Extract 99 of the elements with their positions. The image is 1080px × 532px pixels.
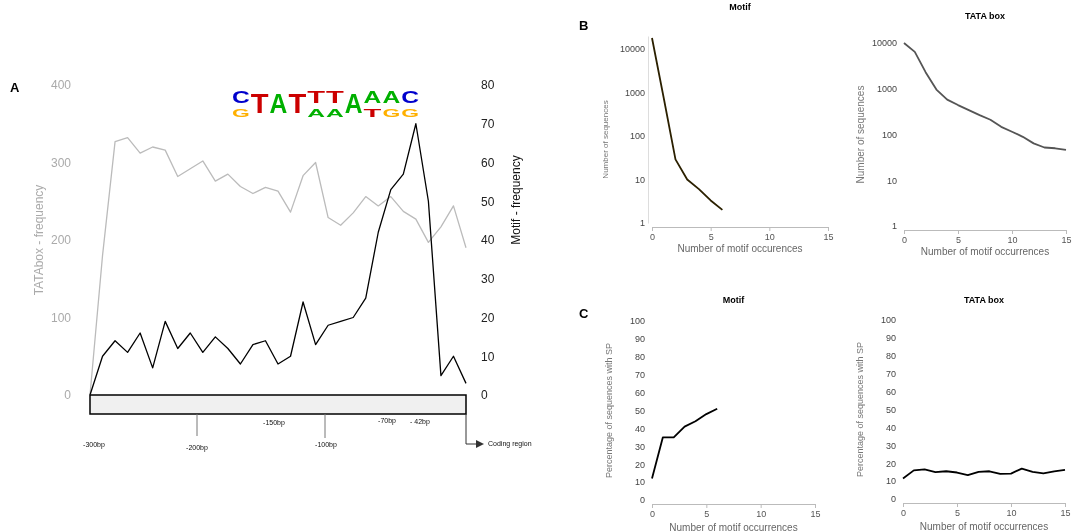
y-tick-label: 40 [885, 422, 896, 433]
y-tick-label: 200 [50, 233, 72, 248]
y-tick-label: 10 [634, 174, 645, 185]
annotation: A [344, 87, 363, 120]
line-series [902, 467, 1066, 480]
y-tick-label: 50 [634, 405, 645, 416]
x-tick-label: 15 [1061, 235, 1072, 246]
y-tick-label: 20 [885, 458, 896, 469]
x-tick-label: 15 [1060, 508, 1071, 519]
annotation: C [232, 87, 250, 106]
y-tick-label: 100 [881, 129, 897, 140]
y-tick-label: 30 [634, 441, 645, 452]
line-series [903, 42, 1067, 151]
x-tick-label: 15 [823, 232, 834, 243]
y2-tick-label: 30 [481, 272, 495, 287]
x-tick-label: 5 [708, 232, 714, 243]
y-tick-label: 10 [634, 477, 645, 488]
y-tick-label: 70 [885, 369, 896, 380]
x-tick-label: 10 [1006, 508, 1017, 519]
y-tick-label: 10000 [619, 44, 645, 55]
y-tick-label: 1000 [624, 87, 645, 98]
x-axis-title: Number of motif occurences [677, 243, 803, 254]
y-tick-label: 10 [886, 175, 897, 186]
y-tick-label: 90 [885, 333, 896, 344]
y-axis-title: TATAbox - frequency [32, 184, 46, 296]
chart-title: TATA box [963, 295, 1005, 305]
y-tick-label: 20 [634, 459, 645, 470]
annotation: T [250, 87, 270, 120]
x-tick-label: 0 [649, 232, 656, 243]
y2-tick-label: 80 [481, 78, 495, 93]
x-tick-label: 0 [900, 508, 907, 519]
y-tick-label: 0 [64, 388, 72, 403]
x-tick-label: 5 [954, 508, 961, 519]
y-tick-label: 60 [634, 387, 645, 398]
x-tick-label: 0 [649, 509, 656, 520]
y-tick-label: 70 [634, 370, 645, 381]
text: B [579, 18, 589, 33]
y-tick-label: 100 [629, 316, 645, 327]
annotation: G [382, 107, 401, 120]
annotation: G [232, 107, 250, 120]
y-axis-title: Percentage of sequences with SP [604, 342, 614, 479]
x-tick-label: 10 [756, 509, 767, 520]
y2-tick-label: 10 [481, 349, 495, 364]
x-tick-label: 10 [764, 232, 775, 243]
y-tick-label: 300 [50, 155, 72, 170]
y-tick-label: 0 [890, 494, 896, 505]
y-tick-label: 30 [885, 440, 896, 451]
y2-tick-label: 70 [481, 117, 495, 132]
text: C [579, 306, 589, 321]
x-tick-label: 5 [955, 235, 962, 246]
annotation: T [326, 88, 345, 107]
y-axis-title: Percentage of sequences with SP [855, 341, 865, 478]
annotation: C [401, 87, 419, 106]
y2-tick-label: 50 [481, 194, 495, 209]
y-tick-label: 100 [880, 315, 896, 326]
y-tick-label: 100 [50, 310, 72, 325]
y-tick-label: 10 [885, 476, 896, 487]
y-tick-label: 50 [885, 404, 896, 415]
x-tick-label: 15 [810, 509, 821, 520]
text: A [10, 80, 20, 95]
x-tick-label: 10 [1007, 235, 1018, 246]
annotation: A [269, 87, 288, 120]
x-axis-title: Number of motif occurrences [669, 522, 798, 532]
x-axis-title: Number of motif occurrences [919, 521, 1049, 532]
annotation: A [363, 87, 382, 106]
y-tick-label: 80 [885, 351, 896, 362]
line-series [651, 37, 724, 211]
y-tick-label: 80 [634, 352, 645, 363]
y2-tick-label: 40 [481, 233, 495, 248]
y2-tick-label: 20 [481, 310, 495, 325]
y-tick-label: 40 [634, 423, 645, 434]
y-tick-label: 400 [50, 78, 72, 93]
annotation: A [307, 107, 326, 120]
x-tick-label: 5 [704, 509, 710, 520]
line-series [651, 407, 719, 480]
annotation: A [382, 87, 401, 106]
y2-tick-label: 0 [481, 388, 488, 403]
y-tick-label: 10000 [871, 38, 897, 49]
chart-title: TATA box [964, 11, 1006, 21]
chart-title: Motif [722, 295, 746, 305]
x-axis-title: Number of motif occurrences [920, 246, 1050, 257]
annotation: T [288, 87, 307, 120]
y-axis-title: Number of sequences [855, 85, 866, 184]
chart-title: Motif [729, 2, 752, 12]
annotation: G [401, 107, 419, 120]
y-tick-label: 90 [634, 334, 645, 345]
x-tick-label: 0 [901, 235, 908, 246]
annotation: T [307, 88, 326, 107]
y-tick-label: 100 [629, 131, 645, 142]
annotation: A [326, 107, 345, 120]
y-tick-label: 1 [891, 221, 897, 232]
y-tick-label: 0 [639, 495, 645, 506]
y-tick-label: 1 [639, 218, 645, 229]
y2-tick-label: 60 [481, 155, 495, 170]
y-tick-label: 1000 [876, 84, 897, 95]
y-tick-label: 60 [885, 386, 896, 397]
y-axis-title: Number of sequences [601, 100, 610, 179]
y2-axis-title: Motif - frequency [509, 155, 523, 245]
annotation: T [363, 107, 383, 120]
